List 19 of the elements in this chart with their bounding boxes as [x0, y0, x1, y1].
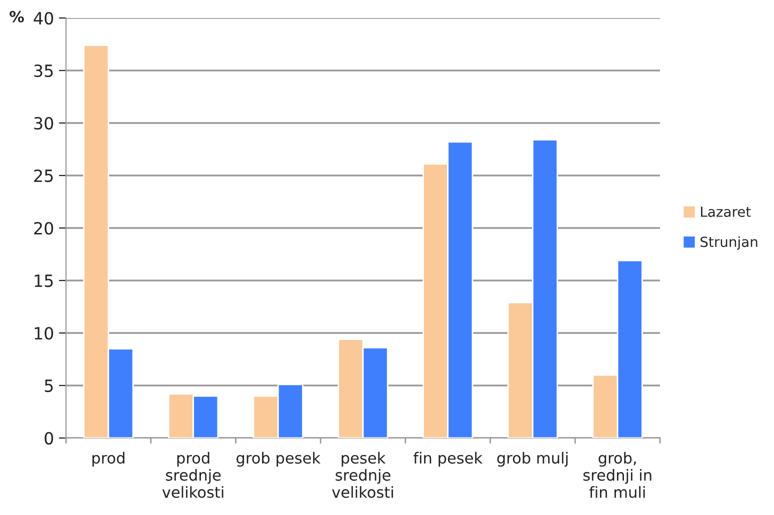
- x-tick-label: fin pesek: [413, 452, 483, 467]
- x-tick-label: grob, srednji in fin muli: [583, 452, 652, 498]
- x-tick-label: pesek srednje velikosti: [332, 452, 393, 498]
- y-tick-label: 40: [34, 12, 54, 25]
- legend-label: Strunjan: [700, 236, 758, 250]
- y-tick-label: 20: [34, 222, 54, 235]
- y-tick-label: 25: [34, 169, 53, 182]
- y-tick-label: 0: [44, 432, 54, 445]
- y-tick-label: 35: [34, 64, 53, 78]
- x-tick-label: prod srednje velikosti: [162, 452, 224, 498]
- x-tick-label: grob pesek: [236, 452, 321, 467]
- y-tick-label: 15: [34, 274, 53, 288]
- x-tick-label: prod: [92, 452, 124, 467]
- y-tick-label: 5: [44, 380, 53, 392]
- y-tick-label: 10: [34, 326, 54, 340]
- x-tick-label: grob mulj: [497, 452, 568, 467]
- y-axis-title: %: [10, 10, 24, 22]
- legend-label: Lazaret: [701, 206, 751, 217]
- y-tick-label: 30: [34, 116, 54, 130]
